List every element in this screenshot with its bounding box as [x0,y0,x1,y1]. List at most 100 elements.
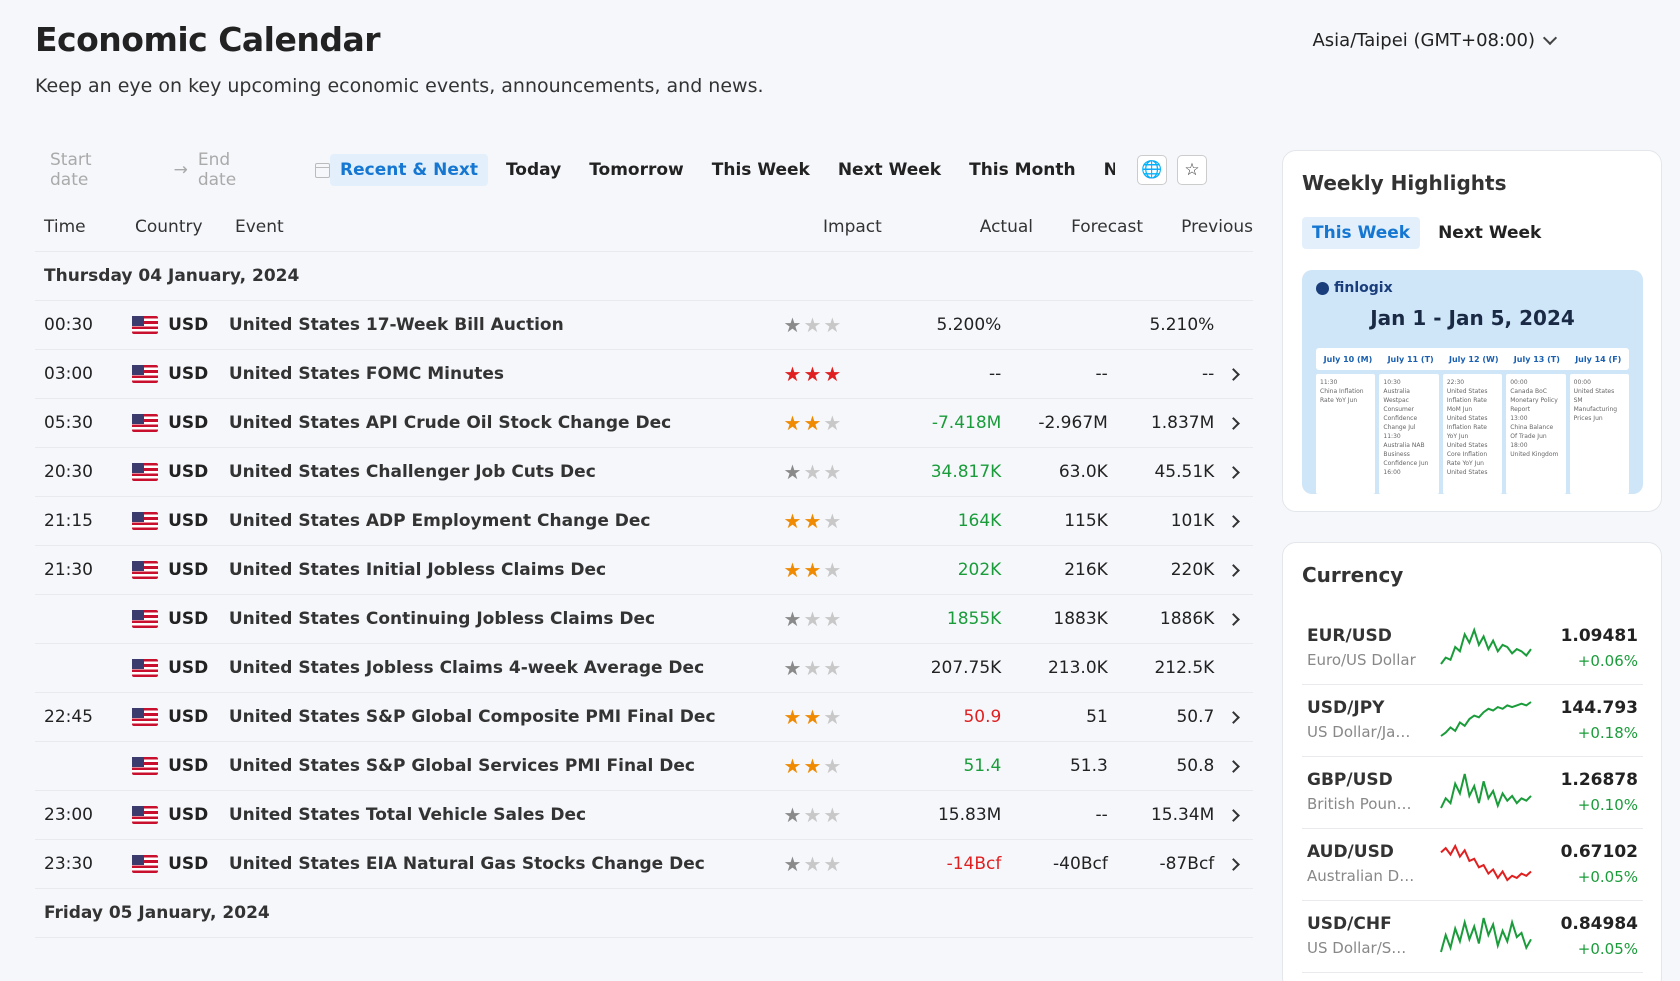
start-date-input[interactable]: Start date [50,150,92,190]
tab-recent-next[interactable]: Recent & Next [330,154,488,186]
previous-value: 220K [1170,560,1215,580]
tab-today[interactable]: Today [505,160,562,180]
date-range-picker[interactable]: Start date → End date [35,150,330,190]
star-icon: ★ [803,705,822,729]
row-expand[interactable] [1214,609,1253,629]
calendar-icon[interactable] [314,162,330,178]
star-icon: ★ [783,705,802,729]
event-time: 20:30 [44,462,93,482]
event-country: USD [132,805,229,825]
chevron-right-icon[interactable] [1227,564,1241,577]
table-row[interactable]: 00:30 USD United States 17-Week Bill Aucti… [35,301,1253,350]
event-name[interactable]: United States 17-Week Bill Auction [228,315,564,335]
event-name[interactable]: United States FOMC Minutes [228,364,504,384]
currency-description: US Dollar/Swis... [1307,939,1417,957]
table-row[interactable]: 21:30 USD United States Initial Jobless Cl… [35,546,1253,595]
event-name[interactable]: United States Challenger Job Cuts Dec [228,462,596,482]
tab-this-week[interactable]: This Week [711,160,810,180]
chevron-right-icon[interactable] [1227,466,1241,479]
table-row[interactable]: 22:45 USD United States S&P Global Composi… [35,693,1253,742]
actual-value: 207.75K [930,658,1002,678]
favorite-button[interactable]: ☆ [1177,155,1207,185]
tab-wh-next-week[interactable]: Next Week [1438,223,1542,243]
country-code: USD [168,805,209,825]
event-name[interactable]: United States S&P Global Services PMI Fi… [228,756,695,776]
currency-row[interactable]: EUR/USD Euro/US Dollar 1.09481 +0.06% [1302,613,1643,685]
event-name[interactable]: United States ADP Employment Change Dec [228,511,651,531]
table-row[interactable]: USD United States S&P Global Services PMI… [35,742,1253,791]
banner-event-text: 22:30 [1446,379,1465,386]
event-country: USD [132,315,229,335]
currency-row[interactable]: GBP/USD British Pound/... 1.26878 +0.10% [1302,757,1643,829]
chevron-right-icon[interactable] [1227,809,1241,822]
row-expand[interactable] [1214,511,1253,531]
event-name[interactable]: United States Total Vehicle Sales Dec [228,805,587,825]
currency-row[interactable]: AUD/USD Australian Doll... 0.67102 +0.05% [1302,829,1643,901]
chevron-right-icon[interactable] [1227,858,1241,871]
star-icon: ★ [783,509,802,533]
star-icon: ☆ [1184,160,1200,180]
row-expand[interactable] [1214,560,1253,580]
globe-button[interactable]: 🌐 [1137,155,1167,185]
chevron-down-icon [1542,30,1558,46]
chevron-right-icon[interactable] [1227,417,1241,430]
table-row[interactable]: USD United States Continuing Jobless Clai… [35,595,1253,644]
row-expand[interactable] [1214,413,1253,433]
tab-next-month[interactable]: Next Mont [1103,160,1115,180]
table-row[interactable]: 21:15 USD United States ADP Employment Cha… [35,497,1253,546]
event-name[interactable]: United States S&P Global Composite PMI F… [228,707,716,727]
col-header-impact: Impact [823,216,882,237]
row-expand[interactable] [1214,756,1253,776]
chevron-right-icon[interactable] [1227,711,1241,724]
currency-description: US Dollar/Japa... [1307,723,1417,741]
tab-this-month[interactable]: This Month [969,160,1076,180]
star-icon: ★ [803,411,822,435]
chevron-right-icon[interactable] [1227,613,1241,626]
star-icon: ★ [803,313,822,337]
table-row[interactable]: 05:30 USD United States API Crude Oil Stoc… [35,399,1253,448]
timezone-select[interactable]: Asia/Taipei (GMT+08:00) [1312,30,1558,51]
row-expand[interactable] [1214,805,1253,825]
forecast-value: 63.0K [1058,462,1108,482]
event-country: USD [132,707,229,727]
table-row[interactable]: 23:30 USD United States EIA Natural Gas St… [35,840,1253,889]
table-row[interactable]: 23:00 USD United States Total Vehicle Sale… [35,791,1253,840]
currency-pair: USD/CHF [1307,914,1392,934]
row-expand[interactable] [1214,707,1253,727]
table-row[interactable]: 03:00 USD United States FOMC Minutes ★ ★ ★ -- -… [35,350,1253,399]
previous-value: 1886K [1159,609,1215,629]
tab-tomorrow[interactable]: Tomorrow [589,160,684,180]
star-icon: ★ [783,460,802,484]
impact-rating: ★ ★ ★ [784,364,890,384]
actual-value: 34.817K [930,462,1002,482]
banner-event-text: China Balance Of Trade Jun [1510,424,1554,440]
row-expand[interactable] [1214,462,1253,482]
impact-stars: ★ ★ ★ [784,560,890,580]
chevron-right-icon[interactable] [1227,760,1241,773]
event-name[interactable]: United States Jobless Claims 4-week Aver… [228,658,705,678]
tab-wh-this-week[interactable]: This Week [1302,217,1421,249]
chevron-right-icon[interactable] [1227,515,1241,528]
event-name[interactable]: United States API Crude Oil Stock Change… [228,413,672,433]
weekly-highlights-banner[interactable]: finlogix Jan 1 - Jan 5, 2024 July 10 (M)… [1302,270,1643,494]
actual-value: -- [989,364,1002,384]
tab-next-week[interactable]: Next Week [837,160,942,180]
us-flag-icon [132,463,159,481]
currency-row[interactable]: USD/CHF US Dollar/Swis... 0.84984 +0.05% [1302,901,1643,973]
event-name[interactable]: United States Initial Jobless Claims Dec [228,560,607,580]
table-row[interactable]: 20:30 USD United States Challenger Job Cut… [35,448,1253,497]
currency-price: 1.09481 [1560,626,1638,646]
chevron-right-icon[interactable] [1227,368,1241,381]
event-name[interactable]: United States EIA Natural Gas Stocks Cha… [228,854,705,874]
impact-rating: ★ ★ ★ [784,315,890,335]
currency-row[interactable]: USD/JPY US Dollar/Japa... 144.793 +0.18% [1302,685,1643,757]
country-code: USD [168,609,209,629]
event-name[interactable]: United States Continuing Jobless Claims … [228,609,656,629]
previous-value: 50.7 [1176,707,1215,727]
banner-event-text: 00:00 [1573,379,1591,386]
end-date-input[interactable]: End date [197,150,237,190]
table-row[interactable]: USD United States Jobless Claims 4-week A… [35,644,1253,693]
country-code: USD [168,364,209,384]
row-expand[interactable] [1214,854,1253,874]
row-expand[interactable] [1214,364,1253,384]
